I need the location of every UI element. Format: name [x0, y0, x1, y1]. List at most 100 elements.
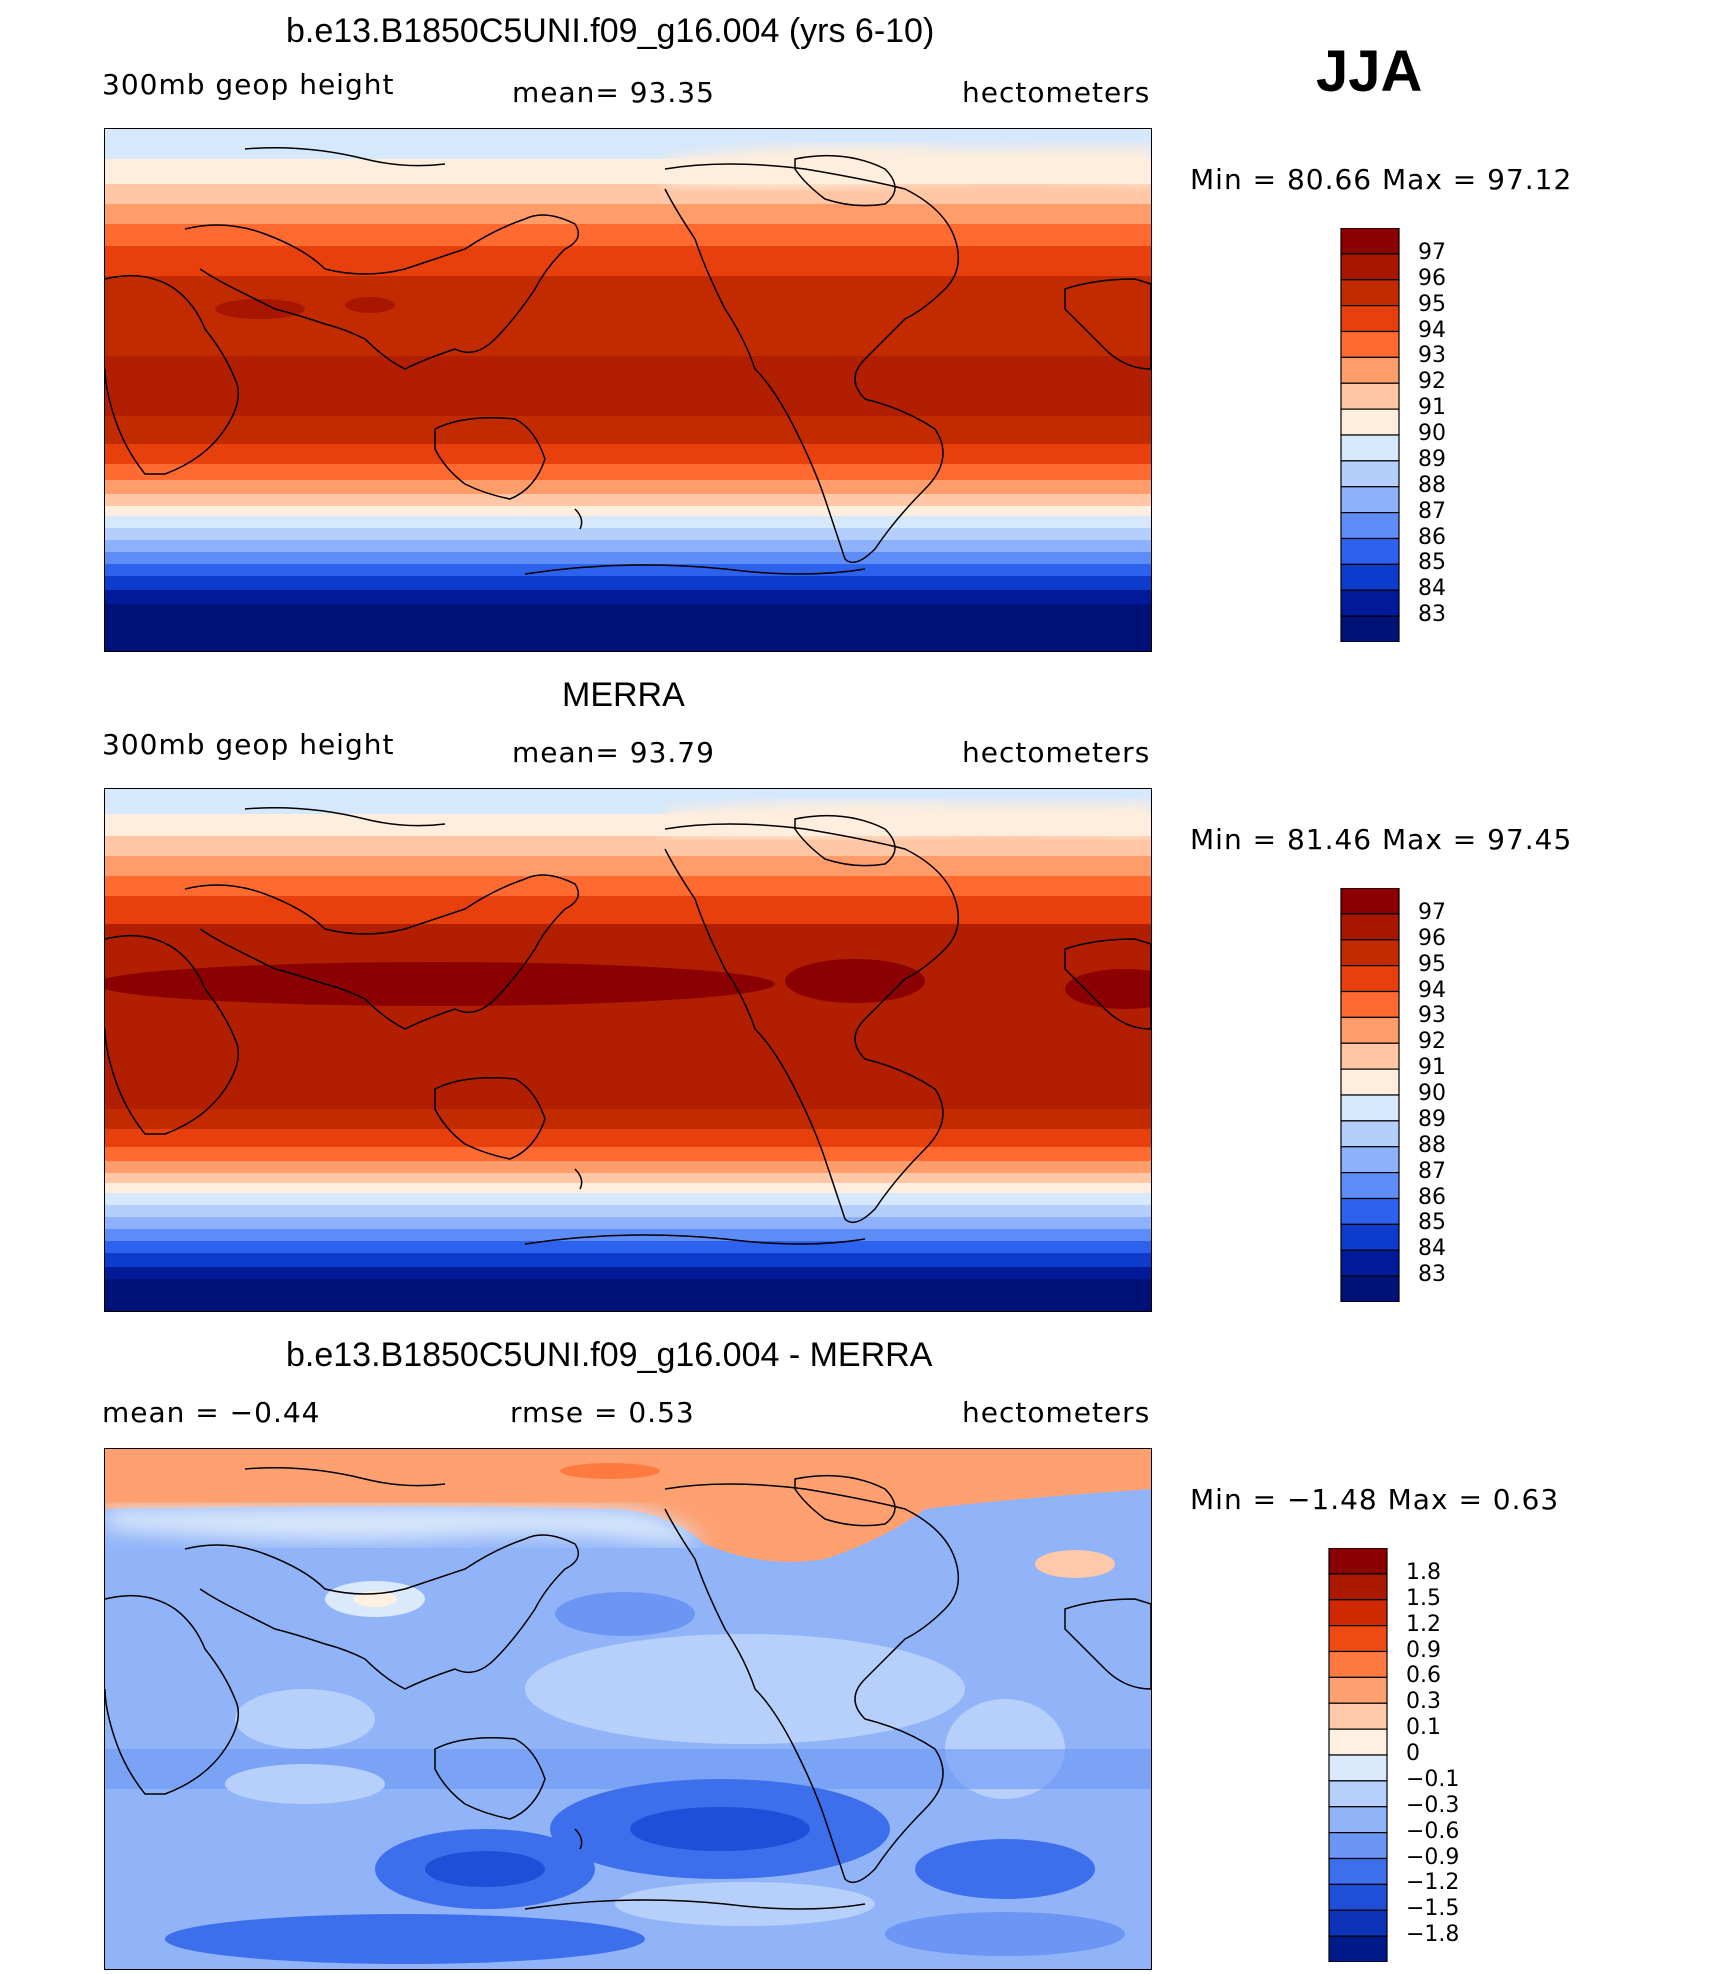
colorbar-tick-label: 83 [1418, 1262, 1446, 1288]
colorbar-swatch [1328, 1676, 1388, 1704]
colorbar-tick-label: 86 [1418, 1184, 1446, 1210]
colorbar-swatch [1340, 512, 1400, 540]
colorbar-swatch [1340, 1068, 1400, 1096]
colorbar-tick-label: 96 [1418, 265, 1446, 291]
colorbar-tick-label: 1.5 [1406, 1585, 1441, 1611]
colorbar-swatch [1328, 1547, 1388, 1575]
colorbar-tick-label: 89 [1418, 446, 1446, 472]
colorbar-tick-label: −0.6 [1406, 1818, 1460, 1844]
colorbar-tick-label: 88 [1418, 472, 1446, 498]
colorbar-tick-label: 91 [1418, 395, 1446, 421]
colorbar-swatch [1340, 486, 1400, 514]
colorbar-swatch [1328, 1832, 1388, 1860]
colorbar-swatch [1328, 1754, 1388, 1782]
colorbar-swatch [1340, 1042, 1400, 1070]
panel2-coastlines [105, 807, 1151, 1245]
colorbar-tick-label: 97 [1418, 899, 1446, 925]
colorbar-swatch [1328, 1935, 1388, 1963]
colorbar-swatch [1340, 227, 1400, 255]
colorbar-swatch [1328, 1909, 1388, 1937]
colorbar-tick-label: 85 [1418, 1210, 1446, 1236]
panel3-field-patches [105, 1449, 1151, 1969]
panel3-difference-map [104, 1448, 1152, 1970]
panel2-minmax-label: Min = 81.46 Max = 97.45 [1190, 823, 1573, 856]
colorbar-swatch [1328, 1857, 1388, 1885]
panel1-units-label: hectometers [962, 76, 1151, 109]
colorbar-swatch [1340, 913, 1400, 941]
colorbar-swatch [1340, 990, 1400, 1018]
colorbar-swatch [1340, 939, 1400, 967]
colorbar-tick-label: 93 [1418, 343, 1446, 369]
colorbar-swatch [1340, 408, 1400, 436]
panel2-units-label: hectometers [962, 736, 1151, 769]
colorbar-tick-label: 84 [1418, 576, 1446, 602]
colorbar-swatch [1340, 1197, 1400, 1225]
colorbar-tick-label: −1.8 [1406, 1922, 1460, 1948]
colorbar-swatch [1340, 563, 1400, 591]
panel1-model-map [104, 128, 1152, 652]
panel3-units-label: hectometers [962, 1396, 1151, 1429]
colorbar-swatch [1328, 1806, 1388, 1834]
colorbar-tick-label: −0.3 [1406, 1792, 1460, 1818]
colorbar-tick-label: 0.3 [1406, 1689, 1441, 1715]
colorbar-tick-label: 0.6 [1406, 1663, 1441, 1689]
colorbar-tick-label: 0 [1406, 1741, 1420, 1766]
colorbar-swatch [1328, 1702, 1388, 1730]
colorbar-tick-label: 1.8 [1406, 1559, 1441, 1585]
colorbar-tick-label: 0.9 [1406, 1637, 1441, 1663]
colorbar-swatch [1340, 589, 1400, 617]
colorbar-tick-label: 84 [1418, 1236, 1446, 1262]
panel3-minmax-label: Min = −1.48 Max = 0.63 [1190, 1483, 1560, 1516]
colorbar-tick-label: 92 [1418, 1029, 1446, 1055]
panel2-merra-map [104, 788, 1152, 1312]
colorbar-swatch [1340, 1094, 1400, 1122]
panel1-title: b.e13.B1850C5UNI.f09_g16.004 (yrs 6-10) [286, 12, 935, 50]
colorbar-swatch [1340, 887, 1400, 915]
colorbar-tick-label: 96 [1418, 925, 1446, 951]
colorbar-swatch [1340, 1016, 1400, 1044]
colorbar-swatch [1328, 1780, 1388, 1808]
colorbar-tick-label: −1.5 [1406, 1896, 1460, 1922]
panel2-title: MERRA [562, 676, 685, 714]
colorbar-swatch [1340, 1172, 1400, 1200]
colorbar-swatch [1340, 615, 1400, 643]
colorbar-tick-label: 90 [1418, 1081, 1446, 1106]
colorbar-tick-label: 92 [1418, 369, 1446, 395]
colorbar-swatch [1340, 253, 1400, 281]
panel1-variable-label: 300mb geop height [102, 68, 395, 101]
panel1-minmax-label: Min = 80.66 Max = 97.12 [1190, 163, 1573, 196]
panel1-mean-label: mean= 93.35 [512, 76, 715, 109]
colorbar-swatch [1340, 1223, 1400, 1251]
panel1-colorbar [1340, 227, 1402, 647]
colorbar-swatch [1340, 460, 1400, 488]
colorbar-tick-label: 0.1 [1406, 1715, 1441, 1741]
panel3-title: b.e13.B1850C5UNI.f09_g16.004 - MERRA [286, 1336, 933, 1374]
panel3-colorbar [1328, 1547, 1390, 1967]
colorbar-swatch [1328, 1573, 1388, 1601]
colorbar-swatch [1328, 1728, 1388, 1756]
colorbar-tick-label: 83 [1418, 602, 1446, 628]
colorbar-swatch [1340, 1120, 1400, 1148]
panel2-mean-label: mean= 93.79 [512, 736, 715, 769]
colorbar-swatch [1340, 356, 1400, 384]
colorbar-swatch [1328, 1650, 1388, 1678]
colorbar-swatch [1340, 279, 1400, 307]
colorbar-tick-label: 95 [1418, 951, 1446, 977]
colorbar-tick-label: 1.2 [1406, 1611, 1441, 1637]
colorbar-tick-label: 94 [1418, 977, 1446, 1003]
panel1-coastlines [105, 147, 1151, 575]
colorbar-tick-label: 87 [1418, 1158, 1446, 1184]
panel3-rmse-label: rmse = 0.53 [510, 1396, 695, 1429]
colorbar-tick-label: 87 [1418, 498, 1446, 524]
colorbar-swatch [1340, 537, 1400, 565]
panel2-variable-label: 300mb geop height [102, 728, 395, 761]
panel3-coastlines [105, 1467, 1151, 1910]
colorbar-swatch [1340, 305, 1400, 333]
colorbar-tick-label: −0.1 [1406, 1766, 1460, 1792]
colorbar-tick-label: 88 [1418, 1132, 1446, 1158]
colorbar-tick-label: 91 [1418, 1055, 1446, 1081]
colorbar-swatch [1340, 1249, 1400, 1277]
colorbar-swatch [1340, 434, 1400, 462]
panel2-field-bands [105, 789, 1151, 1311]
panel3-mean-label: mean = −0.44 [102, 1396, 321, 1429]
